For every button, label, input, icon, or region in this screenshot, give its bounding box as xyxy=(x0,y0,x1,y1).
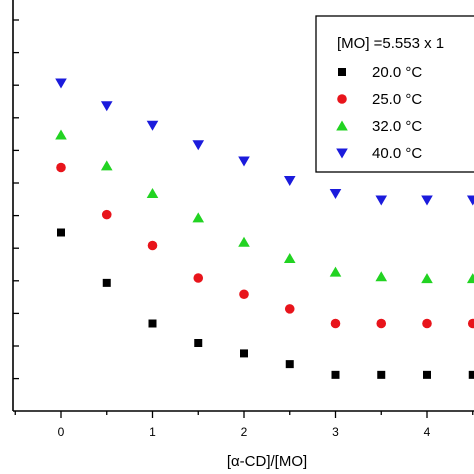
legend-entry-label: 32.0 °C xyxy=(372,118,422,135)
data-point xyxy=(376,318,387,329)
data-point xyxy=(329,189,342,199)
data-point xyxy=(330,318,341,329)
data-point xyxy=(283,253,296,263)
legend: [MO] =5.553 x 1 20.0 °C 25.0 °C 32.0 °C 40.… xyxy=(315,15,474,173)
data-point xyxy=(239,289,249,300)
x-tick-label: 2 xyxy=(241,425,248,439)
data-point xyxy=(423,370,431,379)
data-point xyxy=(100,101,113,112)
data-point xyxy=(329,266,342,277)
data-point xyxy=(238,156,250,167)
data-point xyxy=(466,273,474,284)
data-point xyxy=(467,318,474,329)
data-point xyxy=(375,195,388,206)
data-point xyxy=(466,195,474,206)
legend-marker xyxy=(337,94,347,104)
data-point xyxy=(285,360,294,369)
legend-title: [MO] =5.553 x 1 xyxy=(337,35,444,52)
x-tick-label: 4 xyxy=(424,425,431,439)
data-point xyxy=(55,78,67,89)
data-point xyxy=(422,318,432,329)
data-point xyxy=(283,176,296,186)
data-point xyxy=(55,129,67,140)
legend-box xyxy=(315,15,474,173)
data-point xyxy=(194,339,203,347)
data-point xyxy=(192,140,205,151)
x-tick-label: 0 xyxy=(58,425,65,439)
data-point xyxy=(240,349,248,358)
data-point xyxy=(421,273,433,284)
legend-marker xyxy=(336,148,348,159)
data-point xyxy=(146,120,159,131)
axes: 0 1 2 3 4 xyxy=(12,0,474,439)
data-point xyxy=(56,162,66,173)
data-point xyxy=(331,370,340,379)
data-point xyxy=(193,273,204,283)
data-point xyxy=(192,212,205,223)
data-point xyxy=(147,240,158,251)
data-point xyxy=(375,271,388,282)
data-point xyxy=(100,160,113,171)
data-point xyxy=(421,195,433,206)
data-point xyxy=(238,236,250,247)
data-point xyxy=(102,278,111,287)
data-point xyxy=(146,188,159,198)
legend-marker xyxy=(336,120,348,131)
plot-area xyxy=(55,78,474,379)
legend-entry-label: 40.0 °C xyxy=(372,145,422,162)
data-point xyxy=(377,370,386,379)
x-tick-label: 1 xyxy=(149,425,156,439)
legend-entry-label: 25.0 °C xyxy=(372,91,422,108)
data-point xyxy=(101,209,112,220)
data-point xyxy=(148,319,157,328)
data-point xyxy=(468,370,474,379)
x-tick-label: 3 xyxy=(332,425,339,439)
legend-marker xyxy=(338,68,346,76)
data-point xyxy=(284,304,295,314)
x-axis-title: [α-CD]/[MO] xyxy=(227,453,307,470)
legend-entry-label: 20.0 °C xyxy=(372,64,422,81)
data-point xyxy=(57,228,65,237)
